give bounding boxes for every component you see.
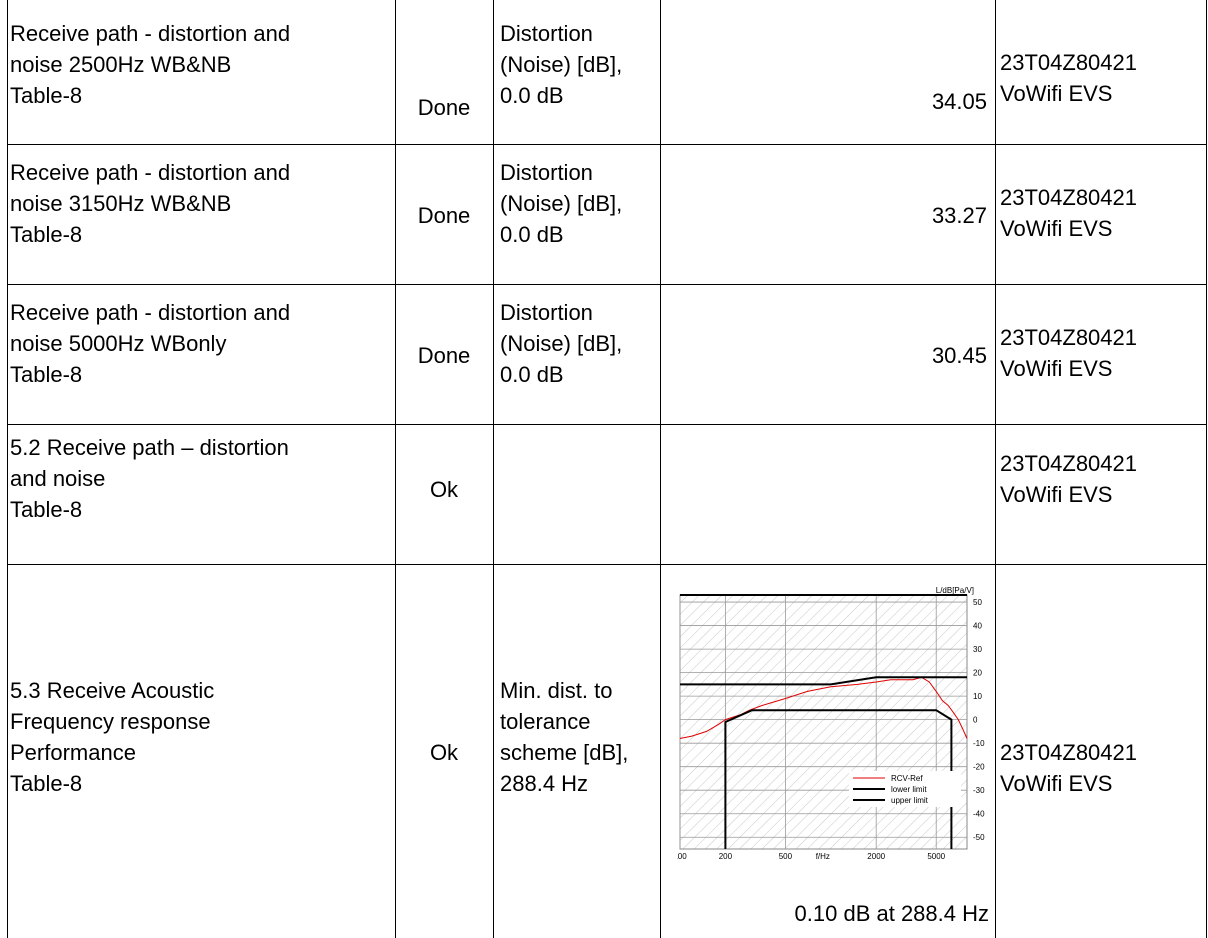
test-name: 5.3 Receive Acoustic Frequency response … <box>10 678 215 796</box>
test-id: 23T04Z80421 VoWifi EVS <box>1000 325 1137 381</box>
status: Done <box>417 95 471 120</box>
status: Ok <box>429 740 459 765</box>
test-id: 23T04Z80421 VoWifi EVS <box>1000 185 1137 241</box>
x-tick-label: 2000 <box>867 852 885 861</box>
x-tick-label: 200 <box>719 852 733 861</box>
status: Ok <box>429 477 459 502</box>
measurement: Distortion (Noise) [dB], 0.0 dB <box>500 21 623 108</box>
y-tick-label: -40 <box>973 810 985 819</box>
test-id: 23T04Z80421 VoWifi EVS <box>1000 451 1137 507</box>
test-id: 23T04Z80421 VoWifi EVS <box>1000 50 1137 106</box>
x-axis-label: f/Hz <box>816 852 830 861</box>
value: 34.05 <box>931 89 987 114</box>
y-tick-label: 20 <box>973 669 982 678</box>
test-name: Receive path - distortion and noise 3150… <box>10 160 291 247</box>
legend-label: upper limit <box>891 796 929 805</box>
y-tick-label: -50 <box>973 833 985 842</box>
status: Done <box>417 203 471 228</box>
test-name: Receive path - distortion and noise 2500… <box>10 21 291 108</box>
x-tick-label: 100 <box>677 852 687 861</box>
y-tick-label: 0 <box>973 716 978 725</box>
value: 30.45 <box>931 343 987 368</box>
y-tick-label: -10 <box>973 739 985 748</box>
y-axis-label: L/dB[Pa/V] <box>936 586 974 595</box>
y-tick-label: -30 <box>973 786 985 795</box>
y-tick-label: 10 <box>973 692 982 701</box>
value: 33.27 <box>931 203 987 228</box>
upper-limit-line <box>680 676 967 686</box>
chart-caption: 0.10 dB at 288.4 Hz <box>794 901 989 926</box>
test-name: 5.2 Receive path – distortion and noise … <box>10 435 289 522</box>
frequency-response-chart: 1002005002000500050403020100-10-20-30-40… <box>677 586 985 861</box>
measurement: Min. dist. to tolerance scheme [dB], 288… <box>500 678 629 796</box>
legend-label: lower limit <box>891 785 927 794</box>
lower-limit-line <box>724 709 953 849</box>
y-tick-label: 40 <box>973 622 982 631</box>
legend-label: RCV-Ref <box>891 774 923 783</box>
y-tick-label: 30 <box>973 645 982 654</box>
plot-area <box>679 594 968 850</box>
measurement: Distortion (Noise) [dB], 0.0 dB <box>500 160 623 247</box>
status: Done <box>417 343 471 368</box>
rcv-ref-line <box>679 676 968 739</box>
x-tick-label: 500 <box>779 852 793 861</box>
test-id: 23T04Z80421 VoWifi EVS <box>1000 740 1137 796</box>
x-tick-label: 5000 <box>927 852 945 861</box>
test-name: Receive path - distortion and noise 5000… <box>10 300 291 387</box>
measurement: Distortion (Noise) [dB], 0.0 dB <box>500 300 623 387</box>
y-tick-label: 50 <box>973 598 982 607</box>
y-tick-label: -20 <box>973 763 985 772</box>
